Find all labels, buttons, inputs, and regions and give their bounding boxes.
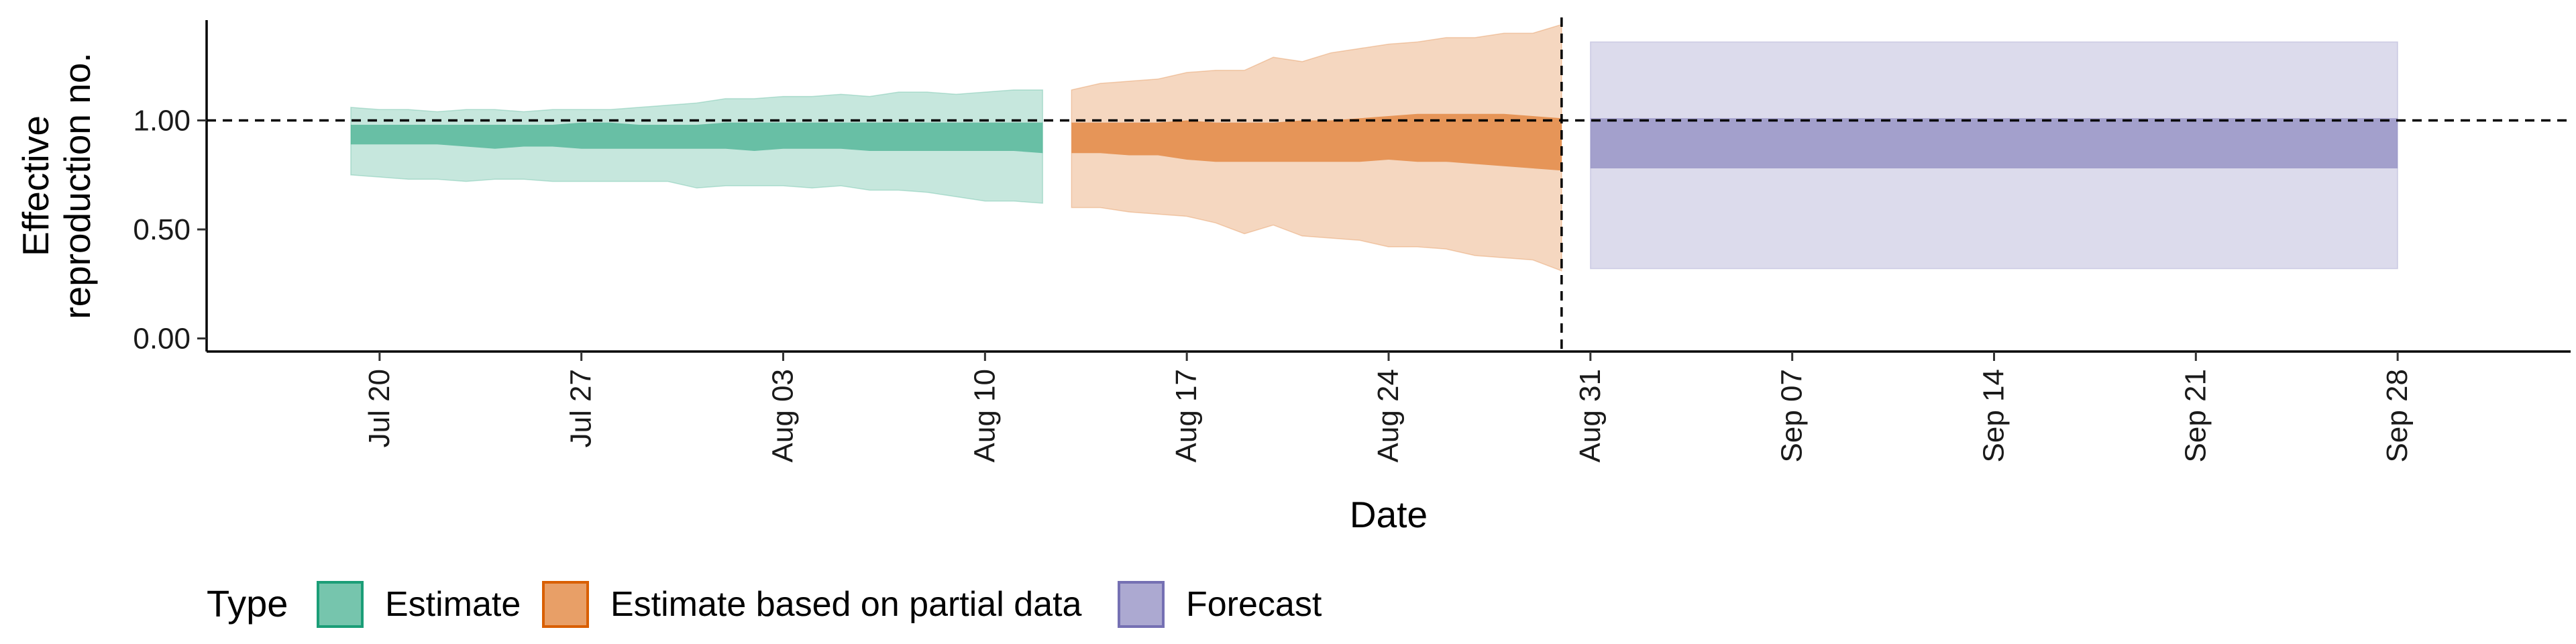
x-tick-label: Sep 28 <box>2381 369 2414 462</box>
legend-label: Estimate based on partial data <box>610 585 1082 624</box>
legend-swatch <box>317 581 364 628</box>
y-axis-title-line: Effective <box>15 115 56 256</box>
x-tick-label: Aug 03 <box>767 369 800 462</box>
legend-swatch <box>542 581 589 628</box>
series-0-inner-band <box>350 122 1043 154</box>
legend-title: Type <box>207 582 288 625</box>
reference-lines <box>207 17 2571 352</box>
y-tick-label: 0.50 <box>133 213 191 246</box>
x-tick-label: Sep 07 <box>1776 369 1809 462</box>
x-tick-label: Jul 20 <box>363 369 396 447</box>
axes: 0.00 0.50 1.00 Jul 20 Jul 27 Aug 03 Aug 10 Aug … <box>15 20 2571 535</box>
legend-swatch <box>1118 581 1165 628</box>
y-tick-label: 0.00 <box>133 323 191 356</box>
x-tick-label: Aug 31 <box>1574 369 1607 462</box>
x-tick-label: Aug 24 <box>1372 369 1405 462</box>
legend-label: Forecast <box>1186 585 1322 624</box>
x-tick-label: Jul 27 <box>565 369 598 447</box>
y-axis-title: Effectivereproduction no. <box>15 52 98 319</box>
x-tick-label: Sep 14 <box>1977 369 2010 462</box>
legend-item-series-1: Estimate based on partial data <box>542 581 1082 628</box>
legend-label: Estimate <box>385 585 521 624</box>
legend-item-series-2: Forecast <box>1118 581 1322 628</box>
series-2-inner-band <box>1590 118 2398 168</box>
y-tick-label: 1.00 <box>133 105 191 138</box>
legend: Type Estimate Estimate based on partial da… <box>207 581 1322 628</box>
x-tick-label: Aug 10 <box>968 369 1001 462</box>
band-layer <box>350 23 2398 272</box>
x-tick-label: Aug 17 <box>1170 369 1203 462</box>
x-axis-title: Date <box>1350 494 1428 535</box>
legend-item-series-0: Estimate <box>317 581 521 628</box>
series-1-inner-band <box>1071 113 1562 171</box>
x-tick-label: Sep 21 <box>2179 369 2212 462</box>
y-axis-title-line: reproduction no. <box>56 52 98 319</box>
